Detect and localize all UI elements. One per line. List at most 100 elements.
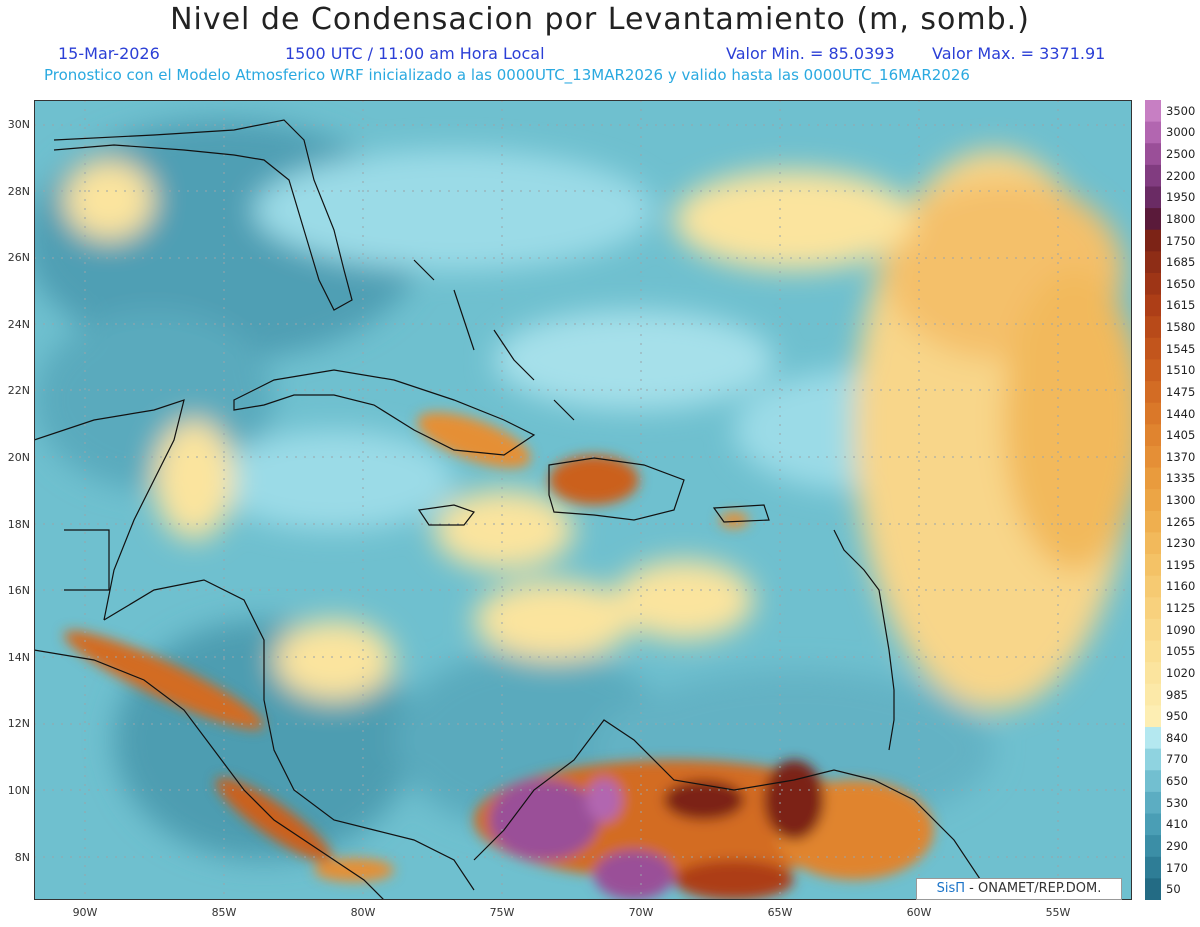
puerto-rico-coast — [712, 504, 770, 523]
legend-label: 2200 — [1166, 168, 1196, 183]
legend-label: 650 — [1166, 774, 1188, 789]
lat-label: 30N — [7, 118, 30, 131]
legend-swatch — [1145, 878, 1161, 900]
map-title: Nivel de Condensacion por Levantamiento … — [170, 2, 1030, 37]
legend-swatch — [1145, 748, 1161, 771]
legend-swatch — [1145, 424, 1161, 447]
bahamas-keys — [413, 259, 575, 421]
legend-label: 1195 — [1166, 557, 1196, 572]
legend-swatch — [1145, 381, 1161, 404]
legend-swatch — [1145, 359, 1161, 382]
legend-swatch — [1145, 294, 1161, 317]
legend-swatch — [1145, 186, 1161, 209]
legend-swatch — [1145, 208, 1161, 231]
legend-swatch — [1145, 316, 1161, 339]
lat-label: 14N — [7, 650, 30, 664]
legend-swatch — [1145, 813, 1161, 836]
lat-label: 18N — [7, 517, 30, 531]
forecast-time: 1500 UTC / 11:00 am Hora Local — [285, 44, 545, 63]
legend-label: 1020 — [1166, 665, 1196, 680]
legend-label: 1125 — [1166, 601, 1196, 616]
lat-label: 10N — [7, 784, 30, 797]
lon-label: 90W — [72, 906, 98, 919]
legend-swatch — [1145, 489, 1161, 512]
legend-swatch — [1145, 791, 1161, 815]
legend-swatch — [1145, 856, 1161, 879]
hispaniola-coast — [548, 457, 685, 521]
legend-label: 1685 — [1166, 255, 1196, 270]
lon-label: 80W — [350, 906, 376, 919]
legend-label: 1440 — [1166, 406, 1196, 421]
legend-swatch — [1145, 164, 1161, 187]
legend-label: 950 — [1166, 709, 1188, 724]
legend-label: 840 — [1166, 730, 1188, 745]
lat-label: 26N — [7, 251, 30, 265]
legend-swatch — [1145, 467, 1161, 490]
lon-label: 85W — [211, 906, 237, 919]
legend-label: 1300 — [1166, 493, 1196, 507]
legend-swatch — [1145, 272, 1161, 296]
lon-label: 75W — [489, 906, 515, 919]
legend-label: 1090 — [1166, 622, 1196, 637]
lesser-antilles — [833, 529, 895, 751]
legend-label: 170 — [1166, 860, 1188, 875]
legend-label: 1055 — [1166, 644, 1196, 659]
legend-label: 530 — [1166, 795, 1188, 810]
legend-swatch — [1145, 143, 1161, 166]
legend-swatch — [1145, 575, 1161, 598]
legend-swatch — [1145, 532, 1161, 555]
lat-label: 12N — [7, 717, 30, 731]
legend-swatch — [1145, 835, 1161, 858]
legend-swatch — [1145, 100, 1161, 123]
legend-label: 1230 — [1166, 536, 1196, 551]
legend-swatch — [1145, 662, 1161, 685]
lon-label: 55W — [1045, 906, 1071, 919]
lat-label: 8N — [14, 850, 30, 864]
legend-label: 1475 — [1166, 384, 1196, 399]
lon-label: 70W — [628, 906, 654, 919]
mexico-border — [64, 529, 110, 591]
legend-label: 1405 — [1166, 428, 1196, 443]
legend-label: 1370 — [1166, 449, 1196, 464]
legend-label: 1545 — [1166, 341, 1196, 356]
legend-label: 770 — [1166, 752, 1188, 767]
florida-coast — [53, 119, 353, 311]
legend-label: 2500 — [1166, 147, 1196, 162]
forecast-date: 15-Mar-2026 — [58, 44, 160, 63]
lat-label: 28N — [7, 184, 30, 198]
legend-label: 1335 — [1166, 471, 1196, 486]
color-legend — [1145, 100, 1161, 900]
legend-label: 985 — [1166, 687, 1188, 702]
legend-label: 50 — [1166, 882, 1181, 897]
lat-label: 22N — [7, 384, 30, 398]
legend-swatch — [1145, 705, 1161, 728]
legend-label: 1510 — [1166, 363, 1196, 378]
lat-label: 20N — [7, 451, 30, 464]
legend-swatch — [1145, 640, 1161, 663]
value-max: Valor Max. = 3371.91 — [932, 44, 1106, 63]
coastlines — [34, 119, 995, 900]
legend-label: 3000 — [1166, 125, 1196, 140]
legend-label: 1950 — [1166, 190, 1196, 205]
legend-swatch — [1145, 683, 1161, 706]
legend-swatch — [1145, 337, 1161, 360]
legend-label: 1750 — [1166, 233, 1196, 248]
lat-label: 16N — [7, 584, 30, 598]
legend-swatch — [1145, 727, 1161, 750]
legend-label: 1615 — [1166, 298, 1196, 313]
legend-swatch — [1145, 251, 1161, 274]
legend-label: 1650 — [1166, 276, 1196, 291]
central-america-caribbean-coast — [103, 579, 475, 891]
legend-swatch — [1145, 402, 1161, 425]
legend-swatch — [1145, 618, 1161, 642]
lon-label: 65W — [767, 906, 793, 919]
value-min: Valor Min. = 85.0393 — [726, 44, 895, 63]
legend-label: 1265 — [1166, 514, 1196, 529]
yucatan-coast — [34, 399, 185, 621]
jamaica-coast — [417, 504, 475, 526]
credit-org: - ONAMET/REP.DOM. — [965, 881, 1102, 896]
lon-label: 60W — [906, 906, 932, 919]
latlon-grid — [34, 100, 1132, 900]
legend-label: 1580 — [1166, 320, 1196, 335]
credit-badge: SisΠ - ONAMET/REP.DOM. — [916, 878, 1122, 900]
